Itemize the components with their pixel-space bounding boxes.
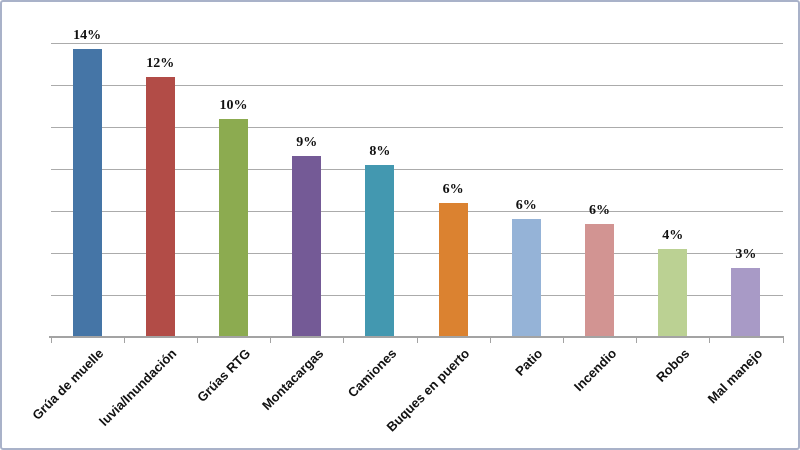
x-axis-category-label: Mal manejo <box>704 345 766 407</box>
bar-value-label: 8% <box>369 143 391 159</box>
axis-tick <box>196 338 198 343</box>
axis-tick <box>562 338 564 343</box>
bar-value-label: 6% <box>589 202 610 218</box>
axis-tick <box>270 338 272 343</box>
axis-tick <box>343 338 345 343</box>
bar-value-label: 10% <box>219 97 248 113</box>
gridline <box>50 127 783 128</box>
bar <box>731 267 761 337</box>
gridline <box>50 253 783 254</box>
bar-value-label: 12% <box>146 55 175 71</box>
axis-tick <box>782 338 784 343</box>
axis-tick <box>416 338 418 343</box>
bar <box>658 248 688 337</box>
bar <box>219 118 248 337</box>
gridline <box>50 43 783 44</box>
bar-value-label: 14% <box>73 28 102 44</box>
x-axis-line <box>49 336 784 338</box>
bar-value-label: 4% <box>662 227 684 243</box>
bar <box>145 76 175 337</box>
axis-tick <box>709 338 711 343</box>
bar <box>585 223 614 337</box>
gridline <box>50 211 783 212</box>
bar <box>511 219 541 337</box>
bar <box>365 164 395 337</box>
bar-value-label: 3% <box>735 246 757 262</box>
axis-tick <box>636 338 638 343</box>
bar-value-label: 9% <box>296 135 318 151</box>
axis-tick <box>50 338 52 343</box>
bar <box>72 49 102 337</box>
bar-value-label: 6% <box>442 181 464 197</box>
bar <box>292 156 322 337</box>
bar <box>438 202 468 337</box>
gridline <box>50 85 783 86</box>
gridline <box>50 295 783 296</box>
axis-tick <box>489 338 491 343</box>
bar-value-label: 6% <box>515 198 537 214</box>
gridline <box>50 169 783 170</box>
axis-tick <box>123 338 125 343</box>
